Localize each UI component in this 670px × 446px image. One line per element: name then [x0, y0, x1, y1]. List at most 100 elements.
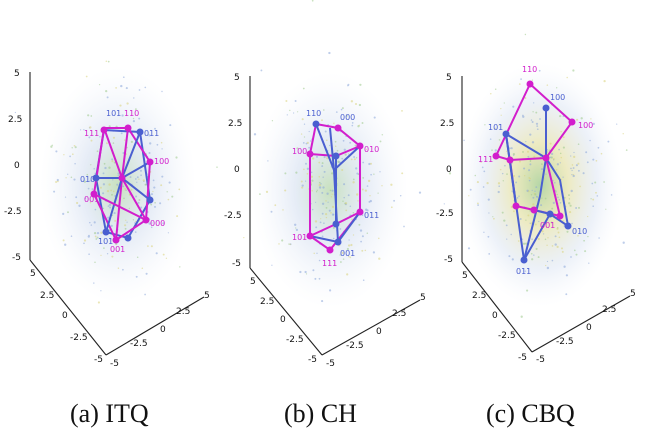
scatter-point — [534, 223, 537, 226]
scatter-point — [541, 163, 543, 166]
scatter-point — [545, 264, 547, 267]
scatter-point — [315, 201, 317, 203]
scatter-point — [155, 252, 158, 255]
scatter-point — [390, 183, 393, 186]
scatter-point — [524, 175, 526, 177]
scatter-point — [318, 277, 321, 280]
vertex-marker — [542, 154, 550, 162]
scatter-point — [492, 216, 494, 218]
scatter-point — [149, 142, 152, 145]
scatter-point — [138, 117, 141, 120]
scatter-point — [550, 221, 553, 224]
scatter-point — [559, 152, 562, 155]
scatter-point — [71, 153, 74, 156]
scatter-point — [362, 177, 365, 179]
scatter-point — [587, 215, 589, 218]
scatter-point — [112, 179, 114, 181]
scatter-point — [270, 210, 273, 213]
scatter-point — [160, 141, 163, 144]
scatter-point — [532, 196, 535, 199]
x-tick: -2.5 — [286, 335, 304, 345]
vertex-marker — [102, 228, 110, 236]
scatter-point — [347, 83, 350, 86]
scatter-point — [319, 221, 322, 224]
vertex-marker — [568, 118, 576, 126]
scatter-point — [559, 202, 562, 204]
scatter-point — [135, 275, 138, 278]
scatter-point — [296, 111, 299, 113]
scatter-point — [506, 173, 508, 175]
scatter-point — [64, 196, 67, 198]
scatter-point — [300, 180, 303, 183]
scatter-point — [323, 156, 326, 159]
scatter-point — [399, 195, 402, 197]
scatter-point — [494, 127, 497, 130]
scatter-point — [165, 257, 168, 259]
scatter-point — [347, 153, 350, 155]
vertex-marker — [542, 104, 550, 112]
scatter-point — [89, 180, 91, 182]
scatter-point — [467, 247, 471, 250]
vertex-marker — [100, 126, 108, 134]
scatter-point — [517, 240, 520, 242]
scatter-point — [348, 239, 350, 241]
scatter-point — [336, 149, 339, 152]
scatter-point — [152, 190, 154, 193]
y-tick-labels: -5 -2.5 0 2.5 5 — [536, 289, 636, 365]
vertex-marker — [530, 206, 538, 214]
scatter-point — [105, 60, 108, 63]
scatter-point — [73, 178, 76, 181]
scatter-point — [259, 193, 261, 196]
scatter-point — [535, 247, 538, 250]
scatter-point — [510, 205, 514, 209]
scatter-point — [71, 147, 73, 149]
scatter-point — [311, 208, 314, 211]
scatter-point — [378, 237, 380, 240]
z-tick-labels: 5 2.5 0 -2.5 -5 — [4, 69, 22, 263]
scatter-point — [501, 211, 504, 214]
scatter-point — [518, 195, 520, 197]
x-tick: 2.5 — [472, 291, 486, 301]
scatter-point — [295, 171, 298, 174]
scatter-point — [303, 168, 305, 171]
scatter-point — [132, 219, 135, 221]
scatter-point — [524, 270, 527, 272]
scatter-point — [310, 171, 313, 174]
vertex-marker — [112, 236, 120, 244]
scatter-point — [159, 202, 162, 205]
scatter-point — [299, 270, 302, 274]
scatter-point — [358, 124, 361, 127]
scatter-point — [540, 168, 544, 171]
scatter-point — [474, 174, 477, 177]
scatter-point — [345, 209, 348, 212]
vertex-marker — [526, 80, 534, 88]
scatter-point — [377, 192, 379, 194]
scatter-point — [573, 249, 576, 252]
scatter-point — [171, 195, 174, 198]
scatter-point — [162, 253, 165, 256]
scatter-point — [96, 231, 100, 235]
scatter-point — [304, 180, 307, 182]
scatter-point — [552, 157, 555, 160]
scatter-point — [545, 173, 547, 175]
scatter-point — [598, 237, 600, 239]
scatter-point — [590, 118, 592, 120]
scatter-point — [89, 201, 92, 204]
scatter-point — [94, 261, 96, 263]
scatter-point — [138, 89, 141, 91]
scatter-point — [530, 119, 533, 121]
scatter-point — [488, 212, 490, 214]
scatter-point — [123, 197, 125, 200]
scatter-point — [510, 147, 513, 150]
scatter-point — [568, 202, 571, 205]
vertex-marker — [356, 142, 364, 150]
scatter-point — [332, 237, 335, 240]
vertex-marker — [118, 174, 126, 182]
z-tick: -2.5 — [224, 211, 242, 221]
scatter-point — [518, 175, 521, 178]
scatter-point — [145, 272, 148, 275]
vertex-marker — [356, 208, 364, 216]
scatter-point — [113, 212, 116, 215]
scatter-point — [337, 160, 340, 163]
scatter-point — [94, 208, 97, 211]
